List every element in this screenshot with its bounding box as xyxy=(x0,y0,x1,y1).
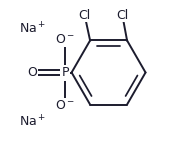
Text: O$^-$: O$^-$ xyxy=(55,33,75,46)
Text: Cl: Cl xyxy=(116,9,129,22)
Text: Cl: Cl xyxy=(78,9,91,22)
Text: O: O xyxy=(27,66,37,79)
Text: P: P xyxy=(61,66,69,79)
Text: O$^-$: O$^-$ xyxy=(55,99,75,112)
Text: Na$^+$: Na$^+$ xyxy=(19,114,47,129)
Text: Na$^+$: Na$^+$ xyxy=(19,21,47,37)
